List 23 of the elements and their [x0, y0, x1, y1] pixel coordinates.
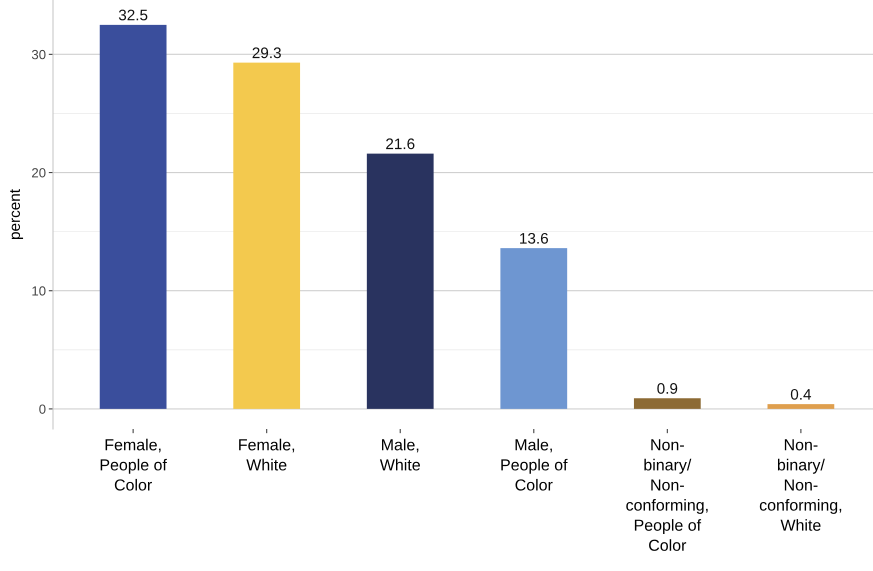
- y-tick-label: 0: [39, 404, 46, 414]
- y-tick-label: 10: [32, 286, 46, 296]
- data-label: 13.6: [520, 232, 548, 244]
- x-tick-label: Male, People of Color: [501, 438, 568, 491]
- data-label: 0.4: [790, 388, 812, 400]
- bar: [100, 24, 167, 409]
- x-tick-label: Non- binary/ Non- conforming, People of Color: [626, 439, 708, 551]
- data-label: 21.6: [386, 138, 414, 150]
- bar: [366, 154, 434, 409]
- x-tick-label: Non- binary/ Non- conforming, White: [760, 439, 842, 531]
- data-label: 0.9: [657, 383, 678, 394]
- data-label: 32.5: [118, 10, 148, 20]
- x-tick-label: Female, People of Color: [100, 438, 167, 491]
- bar: [233, 62, 300, 409]
- data-label: 29.3: [252, 47, 281, 58]
- y-tick-label: 30: [32, 50, 46, 60]
- bar: [500, 248, 568, 409]
- bar: [767, 404, 834, 409]
- bar: [634, 398, 701, 409]
- y-tick-label: 20: [32, 168, 46, 178]
- x-tick-label: Male, White: [380, 438, 420, 471]
- x-tick-label: Female, White: [239, 438, 294, 471]
- y-axis-title: percent: [10, 189, 24, 239]
